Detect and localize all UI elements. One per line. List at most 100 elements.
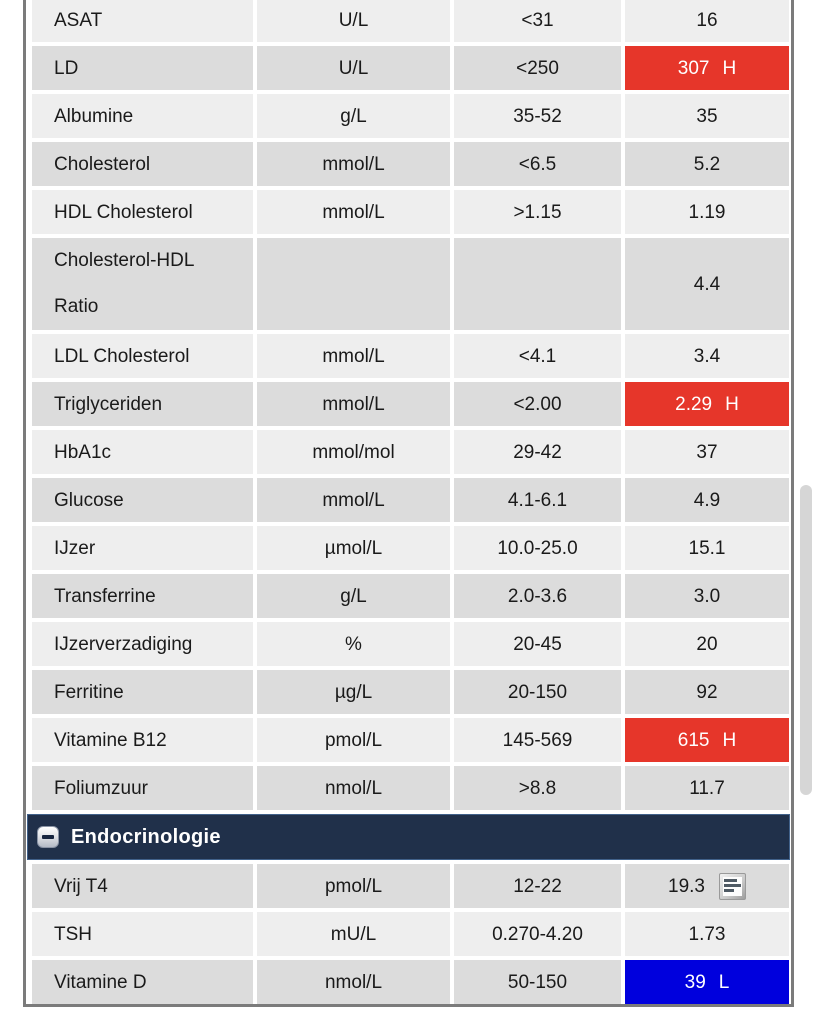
table-row: Transferrine g/L 2.0-3.6 3.0 [32,574,791,618]
scrollbar-thumb[interactable] [800,485,812,795]
unit-value: % [345,633,362,655]
reference-range-cell: 50-150 [454,960,621,1004]
result-value: 5.2 [693,153,721,175]
result-cell: 5.2 [625,142,789,186]
table-row: Vrij T4 pmol/L 12-22 19.3 [32,864,791,908]
unit-cell: nmol/L [257,960,450,1004]
test-name: HDL Cholesterol [54,201,193,223]
reference-range-cell: 12-22 [454,864,621,908]
table-row: HbA1c mmol/mol 29-42 37 [32,430,791,474]
result-cell: 92 [625,670,789,714]
result-cell: 4.4 [625,238,789,330]
reference-range-cell: 29-42 [454,430,621,474]
table-row: Vitamine B12 pmol/L 145-569 615 H [32,718,791,762]
unit-value: pmol/L [324,729,383,751]
reference-range-cell: 145-569 [454,718,621,762]
test-name-cell: HDL Cholesterol [32,190,253,234]
result-value: 37 [696,441,718,463]
test-name: Foliumzuur [54,777,148,799]
test-name-cell: Cholesterol [32,142,253,186]
reference-range-cell: <2.00 [454,382,621,426]
test-name: IJzerverzadiging [54,633,193,655]
test-name: IJzer [54,537,96,559]
unit-cell: mmol/L [257,142,450,186]
reference-range-cell: <250 [454,46,621,90]
unit-value: U/L [338,57,369,79]
result-value: 92 [696,681,718,703]
unit-cell: U/L [257,46,450,90]
unit-cell: U/L [257,0,450,42]
table-row: IJzer µmol/L 10.0-25.0 15.1 [32,526,791,570]
unit-cell: µg/L [257,670,450,714]
test-name-cell: Glucose [32,478,253,522]
scrollbar[interactable] [794,0,826,1012]
unit-cell: nmol/L [257,766,450,810]
abnormal-flag: H [722,729,737,751]
test-name: Albumine [54,105,134,127]
unit-value: g/L [340,585,367,607]
result-value: 11.7 [689,777,725,799]
result-value: 3.0 [693,585,721,607]
unit-value: g/L [340,105,367,127]
reference-range-cell: >1.15 [454,190,621,234]
unit-cell: mmol/L [257,190,450,234]
test-name-cell: Ferritine [32,670,253,714]
note-icon[interactable] [718,872,746,900]
test-name-cell: LD [32,46,253,90]
table-row: Cholesterol-HDL Ratio 4.4 [32,238,791,330]
result-value: 1.73 [688,923,726,945]
test-name-cell: Cholesterol-HDL Ratio [32,238,253,330]
table-row: Albumine g/L 35-52 35 [32,94,791,138]
result-cell: 4.9 [625,478,789,522]
note-icon-lines [723,878,742,892]
unit-cell: mmol/L [257,334,450,378]
result-value: 615 [677,729,710,751]
result-value: 4.4 [693,273,721,295]
table-row: Cholesterol mmol/L <6.5 5.2 [32,142,791,186]
test-name: Vitamine D [54,971,147,993]
test-name: ASAT [54,9,103,31]
abnormal-flag: H [722,57,737,79]
table-row: Glucose mmol/L 4.1-6.1 4.9 [32,478,791,522]
reference-range-cell: 20-45 [454,622,621,666]
table-row: TSH mU/L 0.270-4.20 1.73 [32,912,791,956]
table-row: HDL Cholesterol mmol/L >1.15 1.19 [32,190,791,234]
result-cell: 3.4 [625,334,789,378]
unit-value: mmol/mol [312,441,395,463]
test-name-cell: IJzerverzadiging [32,622,253,666]
result-cell: 3.0 [625,574,789,618]
reference-range-cell: 0.270-4.20 [454,912,621,956]
test-name: Triglyceriden [54,393,163,415]
reference-range: <2.00 [513,393,562,415]
reference-range: 10.0-25.0 [497,537,578,559]
result-cell: 35 [625,94,789,138]
result-value: 19.3 [668,875,705,897]
table-row: LD U/L <250 307 H [32,46,791,90]
result-cell: 307 H [625,46,789,90]
section-header-endocrinologie[interactable]: Endocrinologie [27,814,790,860]
reference-range-cell: 2.0-3.6 [454,574,621,618]
test-name-cell: Foliumzuur [32,766,253,810]
result-cell: 1.19 [625,190,789,234]
reference-range: >8.8 [518,777,557,799]
reference-range-cell: <4.1 [454,334,621,378]
test-name-cell: TSH [32,912,253,956]
reference-range-cell [454,238,621,330]
reference-range: 20-45 [513,633,562,655]
table-row: IJzerverzadiging % 20-45 20 [32,622,791,666]
result-cell: 20 [625,622,789,666]
unit-value: mmol/L [322,393,385,415]
result-value: 39 [684,971,706,993]
result-cell: 37 [625,430,789,474]
collapse-minus-icon[interactable] [37,826,59,848]
unit-value: mmol/L [322,153,385,175]
test-name-cell: Albumine [32,94,253,138]
reference-range: <6.5 [518,153,557,175]
table-row: LDL Cholesterol mmol/L <4.1 3.4 [32,334,791,378]
result-value: 307 [677,57,710,79]
test-name-cell: Vitamine D [32,960,253,1004]
test-name: Vitamine B12 [54,729,167,751]
result-value: 16 [696,9,718,31]
unit-value: nmol/L [324,777,383,799]
